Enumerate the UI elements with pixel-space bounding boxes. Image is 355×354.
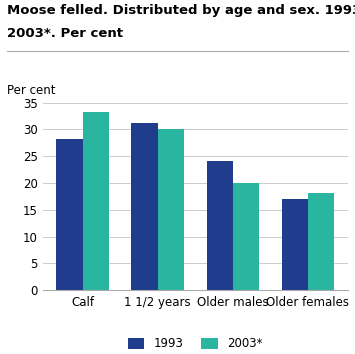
Text: Moose felled. Distributed by age and sex. 1993 and: Moose felled. Distributed by age and sex… — [7, 4, 355, 17]
Text: 2003*. Per cent: 2003*. Per cent — [7, 27, 123, 40]
Bar — [282, 199, 308, 290]
Bar — [83, 112, 109, 290]
Bar — [308, 193, 334, 290]
Bar — [233, 183, 259, 290]
Bar — [56, 139, 83, 290]
Text: Per cent: Per cent — [7, 84, 56, 97]
Legend: 1993, 2003*: 1993, 2003* — [128, 337, 263, 350]
Bar — [207, 161, 233, 290]
Bar — [131, 123, 158, 290]
Bar — [158, 129, 184, 290]
